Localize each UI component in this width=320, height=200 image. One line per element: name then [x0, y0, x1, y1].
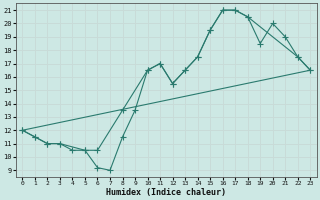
- X-axis label: Humidex (Indice chaleur): Humidex (Indice chaleur): [106, 188, 226, 197]
